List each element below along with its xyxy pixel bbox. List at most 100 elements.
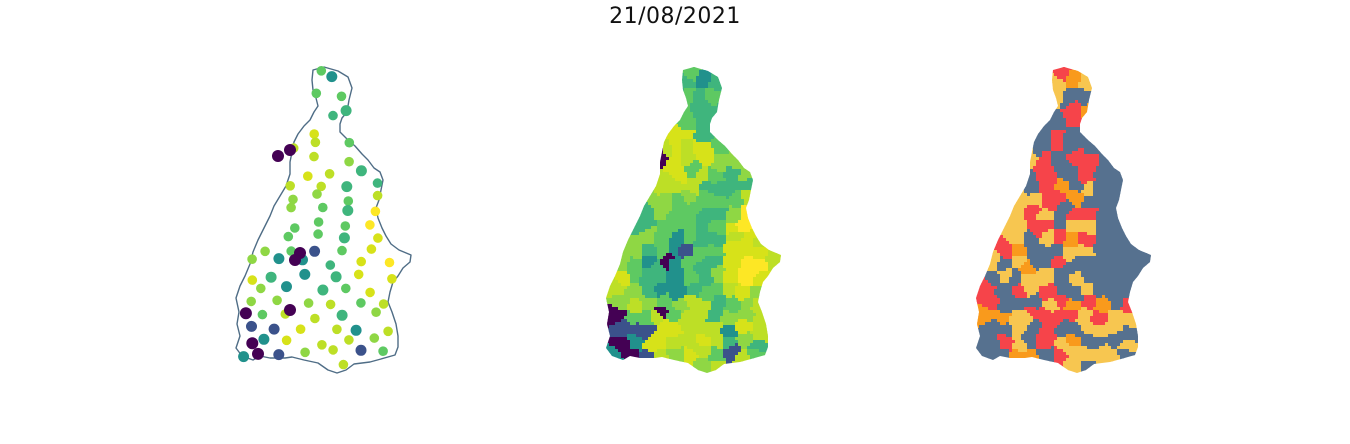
- municipality-cell: [606, 151, 664, 155]
- municipality-cell: [756, 229, 781, 233]
- municipality-cell: [687, 292, 700, 296]
- municipality-cell: [1000, 340, 1016, 344]
- municipality-point: [303, 298, 314, 308]
- municipality-cell: [735, 328, 754, 332]
- municipality-cell: [1012, 259, 1028, 263]
- municipality-cell: [1036, 217, 1055, 221]
- municipality-cell: [1084, 88, 1151, 92]
- municipality-cell: [720, 328, 736, 332]
- municipality-cell: [759, 271, 772, 275]
- municipality-cell: [663, 151, 673, 155]
- municipality-cell: [1027, 205, 1040, 209]
- municipality-cell: [714, 130, 760, 134]
- municipality-cell: [1066, 193, 1085, 197]
- figure-title: 21/08/2021: [609, 4, 741, 29]
- municipality-cell: [642, 253, 658, 257]
- municipality-cell: [985, 277, 1001, 281]
- municipality-cell: [1099, 310, 1109, 314]
- municipality-cell: [1123, 340, 1136, 344]
- municipality-cell: [627, 100, 643, 104]
- municipality-cell: [636, 334, 652, 338]
- municipality-cell: [1081, 73, 1151, 77]
- municipality-point: [387, 274, 397, 284]
- municipality-cell: [669, 157, 682, 161]
- municipality-cell: [690, 202, 745, 206]
- municipality-cell: [642, 259, 658, 263]
- municipality-cell: [663, 133, 694, 137]
- municipality-cell: [1039, 292, 1058, 296]
- municipality-cell: [1093, 181, 1151, 185]
- municipality-cell: [693, 247, 724, 251]
- municipality-cell: [651, 310, 658, 314]
- municipality-cell: [606, 349, 619, 353]
- municipality-cell: [696, 262, 724, 266]
- municipality-cell: [711, 376, 757, 380]
- municipality-cell: [624, 364, 640, 368]
- municipality-cell: [735, 322, 754, 326]
- municipality-cell: [708, 313, 724, 317]
- municipality-cell: [1138, 304, 1151, 308]
- municipality-cell: [606, 109, 637, 113]
- municipality-cell: [738, 277, 754, 281]
- municipality-cell: [693, 97, 706, 101]
- municipality-cell: [657, 256, 664, 260]
- municipality-cell: [639, 181, 682, 185]
- municipality-cell: [606, 163, 667, 167]
- municipality-cell: [1033, 319, 1040, 323]
- municipality-cell: [1081, 202, 1151, 206]
- municipality-point: [317, 284, 329, 296]
- municipality-cell: [988, 307, 998, 311]
- municipality-cell: [1108, 316, 1151, 320]
- municipality-cell: [1096, 304, 1112, 308]
- state-outline: [235, 66, 412, 374]
- municipality-cell: [717, 265, 724, 269]
- municipality-cell: [1027, 349, 1037, 353]
- municipality-cell: [606, 103, 631, 107]
- municipality-cell: [997, 271, 1013, 275]
- municipality-cell: [651, 205, 673, 209]
- municipality-cell: [1051, 157, 1067, 161]
- municipality-cell: [723, 349, 742, 353]
- municipality-cell: [738, 280, 754, 284]
- municipality-cell: [666, 214, 697, 218]
- municipality-cell: [1012, 253, 1028, 257]
- municipality-cell: [738, 331, 748, 335]
- municipality-cell: [696, 226, 709, 230]
- municipality-cell: [976, 160, 1037, 164]
- municipality-cell: [660, 145, 673, 149]
- municipality-cell: [1105, 97, 1151, 101]
- municipality-cell: [708, 169, 718, 173]
- municipality-point: [310, 137, 321, 148]
- municipality-cell: [639, 367, 655, 371]
- municipality-cell: [1069, 160, 1100, 164]
- municipality-cell: [1027, 346, 1037, 350]
- municipality-cell: [1009, 355, 1040, 359]
- municipality-cell: [1042, 154, 1052, 158]
- points-map-svg: [235, 66, 412, 374]
- municipality-cell: [976, 370, 1010, 373]
- municipality-cell: [687, 76, 697, 80]
- municipality-cell: [976, 169, 1031, 173]
- municipality-cell: [768, 253, 781, 257]
- municipality-cell: [1084, 244, 1094, 248]
- municipality-cell: [1012, 346, 1028, 350]
- municipality-cell: [1084, 277, 1151, 281]
- municipality-cell: [1090, 319, 1109, 323]
- municipality-cell: [1078, 310, 1094, 314]
- municipality-cell: [747, 346, 781, 350]
- municipality-cell: [699, 193, 715, 197]
- municipality-cell: [666, 163, 682, 167]
- municipality-cell: [1039, 205, 1043, 209]
- municipality-cell: [1036, 334, 1058, 338]
- municipality-cell: [630, 310, 643, 314]
- municipality-cell: [729, 196, 742, 200]
- municipality-cell: [702, 298, 715, 302]
- municipality-cell: [753, 364, 781, 368]
- municipality-cell: [1072, 151, 1085, 155]
- municipality-cell: [630, 277, 640, 281]
- municipality-cell: [1156, 346, 1160, 350]
- municipality-cell: [723, 346, 730, 350]
- municipality-cell: [642, 343, 667, 347]
- municipality-cell: [684, 271, 697, 275]
- municipality-point: [268, 323, 280, 335]
